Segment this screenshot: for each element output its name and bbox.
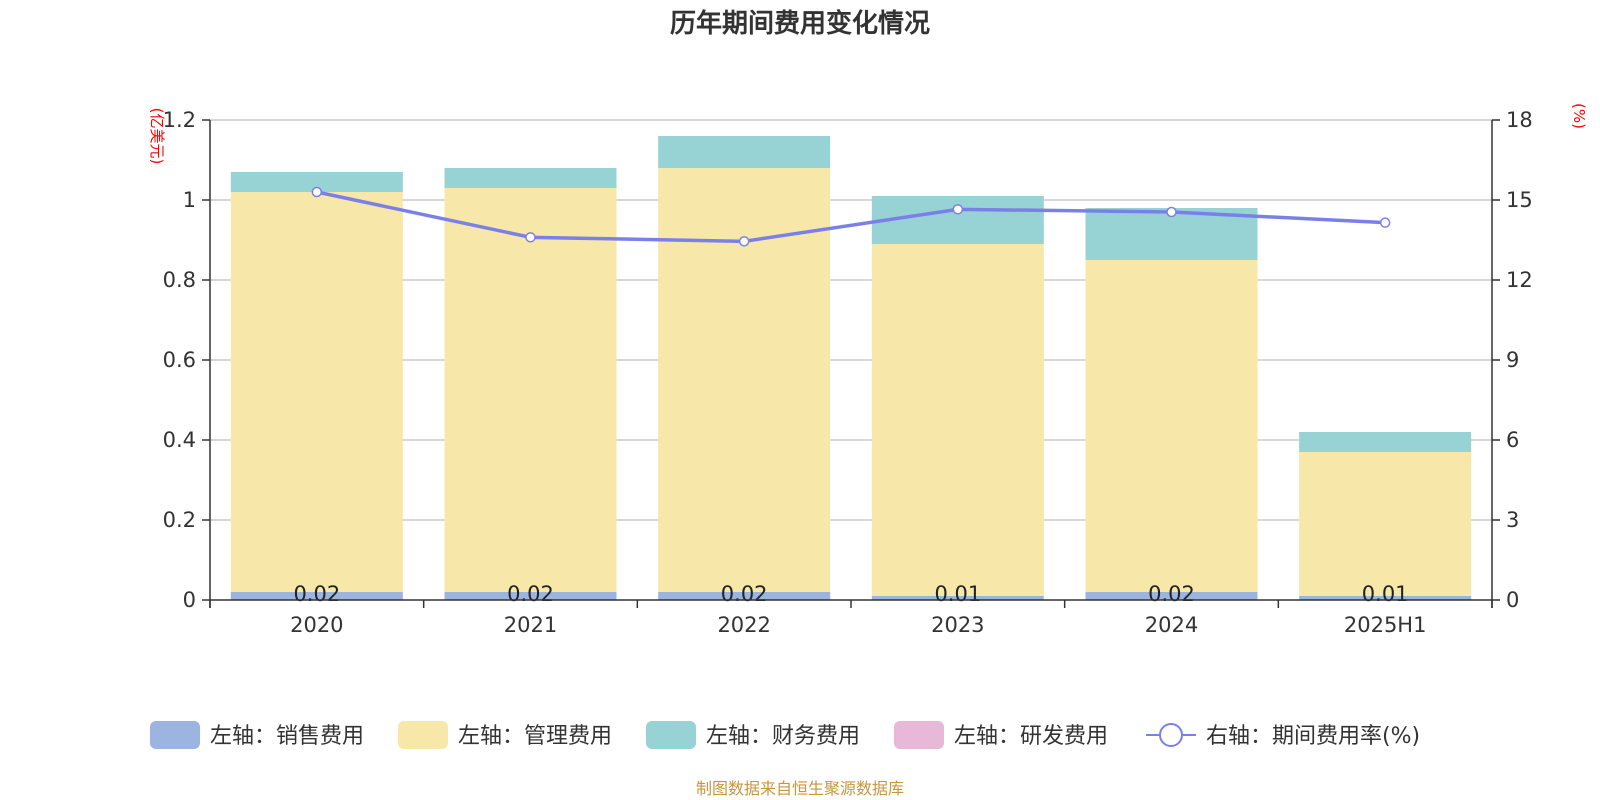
bar-data-label: 0.02 — [721, 582, 768, 606]
right-tick-label: 12 — [1506, 268, 1533, 292]
left-axis-unit: (亿美元) — [148, 108, 166, 165]
left-tick-label: 0.8 — [163, 268, 196, 292]
rate-point — [1379, 217, 1391, 228]
x-tick-label: 2024 — [1145, 613, 1198, 637]
source-note: 制图数据来自恒生聚源数据库 — [696, 779, 904, 798]
bar-segment — [230, 592, 403, 600]
bar-segment — [230, 192, 403, 592]
x-tick-label: 2022 — [717, 613, 770, 637]
right-tick-label: 0 — [1506, 588, 1519, 612]
gridlines — [210, 119, 1492, 521]
legend-item[interactable]: 右轴：期间费用率(%) — [1146, 723, 1420, 749]
bar-segment — [1085, 260, 1258, 592]
right-tick-label: 18 — [1506, 108, 1533, 132]
x-tick-label: 2020 — [290, 613, 343, 637]
legend[interactable]: 左轴：销售费用 左轴：管理费用 左轴：财务费用 左轴：研发费用 右轴：期间费用率(%) — [150, 721, 1420, 749]
left-tick-label: 0.4 — [163, 428, 196, 452]
bar-segment — [1299, 596, 1472, 600]
bar-labels: 0.02 0.02 0.02 0.01 0.02 0.01 — [293, 582, 1408, 606]
legend-label: 左轴：销售费用 — [210, 724, 364, 749]
bar-segment — [444, 592, 617, 600]
rate-line — [311, 186, 1391, 247]
legend-label: 左轴：财务费用 — [706, 724, 860, 749]
bar-data-label: 0.02 — [293, 582, 340, 606]
right-tick-label: 6 — [1506, 428, 1519, 452]
legend-item[interactable]: 左轴：管理费用 — [398, 721, 612, 749]
right-axis-unit: (%) — [1570, 103, 1588, 129]
bar-segment — [871, 196, 1044, 244]
legend-item[interactable]: 左轴：销售费用 — [150, 721, 364, 749]
bar-data-label: 0.02 — [1148, 582, 1195, 606]
rate-point — [311, 186, 323, 198]
bar-data-label: 0.01 — [934, 582, 981, 606]
legend-item[interactable]: 左轴：财务费用 — [646, 721, 860, 749]
left-tick-label: 0 — [183, 588, 196, 612]
legend-label: 右轴：期间费用率(%) — [1206, 724, 1420, 749]
bar-segment — [658, 136, 831, 168]
rate-series-line — [316, 190, 1386, 244]
legend-marker — [1159, 723, 1183, 747]
legend-swatch — [894, 721, 944, 749]
bar-data-label: 0.02 — [507, 582, 554, 606]
legend-label: 左轴：管理费用 — [458, 724, 612, 749]
rate-point — [1166, 206, 1177, 218]
axes: 0 0.2 0.4 0.6 0.8 1 1.2 0 3 6 9 12 15 18 2020 2021 2022 2… — [163, 108, 1533, 637]
right-tick-label: 3 — [1506, 508, 1519, 532]
x-tick-label: 2021 — [504, 613, 557, 637]
bars — [230, 136, 1472, 600]
left-tick-label: 0.2 — [163, 508, 196, 532]
right-tick-label: 9 — [1506, 348, 1519, 372]
bar-segment — [230, 172, 403, 192]
legend-swatch — [646, 721, 696, 749]
legend-swatch — [150, 721, 200, 749]
bar-segment — [444, 168, 617, 188]
bar-segment — [1299, 432, 1472, 452]
bar-segment — [658, 592, 831, 600]
bar-segment — [871, 244, 1044, 596]
bar-segment — [1299, 452, 1472, 596]
left-tick-label: 1 — [183, 188, 196, 212]
x-tick-label: 2023 — [931, 613, 984, 637]
left-tick-label: 1.2 — [163, 108, 196, 132]
right-tick-label: 15 — [1506, 188, 1533, 212]
bar-segment — [871, 596, 1044, 600]
x-tick-label: 2025H1 — [1344, 613, 1427, 637]
rate-point — [525, 232, 536, 243]
rate-point — [952, 204, 964, 215]
bar-segment — [1085, 592, 1258, 600]
legend-label: 左轴：研发费用 — [954, 724, 1108, 749]
legend-item[interactable]: 左轴：研发费用 — [894, 721, 1108, 749]
rate-point — [738, 236, 750, 247]
chart-title: 历年期间费用变化情况 — [670, 8, 930, 39]
bar-data-label: 0.01 — [1362, 582, 1409, 606]
legend-swatch — [398, 721, 448, 749]
bar-segment — [444, 188, 617, 592]
left-tick-label: 0.6 — [163, 348, 196, 372]
